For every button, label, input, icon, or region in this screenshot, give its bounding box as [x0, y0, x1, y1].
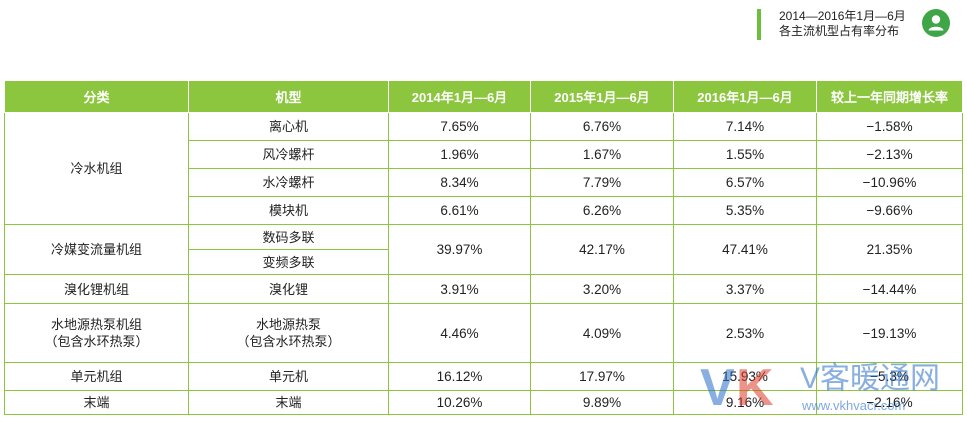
- model-cell: 水地源热泵 （包含水环热泵）: [188, 303, 389, 363]
- table-row: 变频多联: [5, 249, 963, 275]
- value-2015: 17.97%: [530, 362, 674, 391]
- value-2016: 3.37%: [673, 274, 817, 304]
- growth-cell: −1.58%: [816, 112, 963, 141]
- category-cell: 冷水机组: [4, 112, 189, 225]
- header-growth: 较上一年同期增长率: [816, 80, 963, 113]
- value-2016: 9.16%: [673, 390, 817, 415]
- header-2014: 2014年1月—6月: [388, 80, 531, 113]
- value-2016: 15.93%: [673, 362, 817, 391]
- model-cell: 水冷螺杆: [188, 168, 389, 197]
- category-cell: 单元机组: [4, 362, 189, 391]
- model-cell: 末端: [188, 390, 389, 415]
- value-2015: 42.17%: [530, 224, 674, 275]
- growth-cell: −10.96%: [816, 168, 963, 197]
- value-2016: 47.41%: [673, 224, 817, 275]
- category-cell: 溴化锂机组: [4, 274, 189, 304]
- category-cell: 水地源热泵机组 （包含水环热泵）: [4, 303, 189, 363]
- category-line2: （包含水环热泵）: [44, 334, 149, 349]
- value-2014: 4.46%: [388, 303, 531, 363]
- header-2016: 2016年1月—6月: [673, 80, 817, 113]
- value-2014: 10.26%: [388, 390, 531, 415]
- growth-cell: −14.44%: [816, 274, 963, 304]
- table-row: 冷媒变流量机组 数码多联 39.97% 42.17% 47.41% 21.35%: [4, 224, 963, 275]
- value-2015: 1.67%: [530, 140, 674, 169]
- value-2015: 6.26%: [530, 196, 674, 225]
- model-cell: 溴化锂: [188, 274, 389, 304]
- value-2014: 16.12%: [388, 362, 531, 391]
- table-row: 风冷螺杆 1.96% 1.67% 1.55% −2.13%: [5, 140, 963, 169]
- value-2016: 2.53%: [673, 303, 817, 363]
- growth-cell: 21.35%: [816, 224, 963, 275]
- value-2014: 8.34%: [388, 168, 531, 197]
- table-row: 冷水机组 离心机 7.65% 6.76% 7.14% −1.58%: [4, 112, 963, 225]
- growth-cell: −5.3%: [816, 362, 963, 391]
- value-2014: 7.65%: [388, 112, 531, 141]
- model-line2: （包含水环热泵）: [236, 334, 341, 349]
- table-row: 末端 末端 10.26% 9.89% 9.16% −2.16%: [4, 390, 963, 415]
- growth-cell: −2.16%: [816, 390, 963, 415]
- growth-cell: −2.13%: [816, 140, 963, 169]
- value-2015: 3.20%: [530, 274, 674, 304]
- growth-cell: −19.13%: [816, 303, 963, 363]
- model-cell: 模块机: [188, 196, 389, 225]
- table-row: 水冷螺杆 8.34% 7.79% 6.57% −10.96%: [5, 168, 963, 197]
- table-row: 单元机组 单元机 16.12% 17.97% 15.93% −5.3%: [4, 362, 963, 391]
- header-2015: 2015年1月—6月: [530, 80, 674, 113]
- report-title-block: 2014—2016年1月—6月 各主流机型占有率分布: [757, 9, 906, 40]
- report-title-line2: 各主流机型占有率分布: [779, 24, 900, 38]
- category-cell: 末端: [4, 390, 189, 415]
- growth-cell: −9.66%: [816, 196, 963, 225]
- value-2014: 3.91%: [388, 274, 531, 304]
- value-2014: 1.96%: [388, 140, 531, 169]
- model-cell: 变频多联: [188, 249, 389, 275]
- category-cell: 冷媒变流量机组: [4, 224, 189, 275]
- table-row: 溴化锂机组 溴化锂 3.91% 3.20% 3.37% −14.44%: [4, 274, 963, 304]
- model-line1: 水地源热泵: [255, 317, 321, 332]
- value-2016: 5.35%: [673, 196, 817, 225]
- value-2015: 7.79%: [530, 168, 674, 197]
- header-category: 分类: [4, 80, 189, 113]
- model-cell: 离心机: [188, 112, 389, 141]
- value-2015: 9.89%: [530, 390, 674, 415]
- title-accent-bar: [757, 9, 761, 40]
- model-cell: 单元机: [188, 362, 389, 391]
- user-avatar-icon[interactable]: [922, 9, 950, 37]
- category-line1: 水地源热泵机组: [50, 317, 142, 332]
- model-cell: 风冷螺杆: [188, 140, 389, 169]
- value-2014: 6.61%: [388, 196, 531, 225]
- value-2016: 1.55%: [673, 140, 817, 169]
- model-cell: 数码多联: [188, 224, 389, 250]
- value-2015: 4.09%: [530, 303, 674, 363]
- value-2016: 7.14%: [673, 112, 817, 141]
- table-header-row: 分类 机型 2014年1月—6月 2015年1月—6月 2016年1月—6月 较…: [4, 80, 963, 113]
- table-row: 水地源热泵机组 （包含水环热泵） 水地源热泵 （包含水环热泵） 4.46% 4.…: [4, 303, 963, 363]
- value-2014: 39.97%: [388, 224, 531, 275]
- value-2016: 6.57%: [673, 168, 817, 197]
- header-model: 机型: [188, 80, 389, 113]
- value-2015: 6.76%: [530, 112, 674, 141]
- table-row: 模块机 6.61% 6.26% 5.35% −9.66%: [5, 196, 963, 225]
- report-title-line1: 2014—2016年1月—6月: [779, 9, 906, 23]
- market-share-table: 分类 机型 2014年1月—6月 2015年1月—6月 2016年1月—6月 较…: [4, 80, 963, 415]
- report-title: 2014—2016年1月—6月 各主流机型占有率分布: [779, 9, 906, 40]
